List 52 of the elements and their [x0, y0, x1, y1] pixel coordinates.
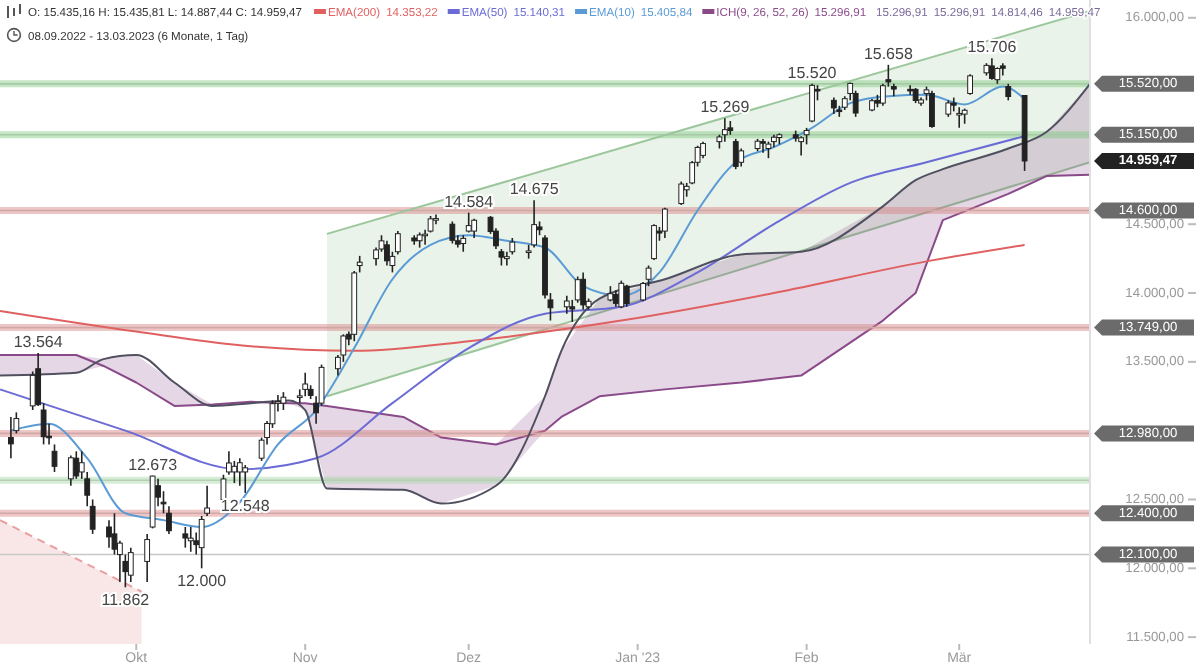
candlestick [356, 255, 363, 274]
candlestick [678, 180, 685, 206]
annotation: 13.564 [13, 333, 64, 352]
candlestick [907, 84, 914, 96]
candlestick [198, 515, 205, 570]
candlestick [384, 239, 390, 267]
candlestick [618, 279, 625, 309]
candlestick [166, 505, 172, 535]
candlestick [989, 57, 995, 81]
candlestick [226, 450, 232, 476]
annotation: 14.584 [444, 192, 495, 211]
candlestick [798, 135, 805, 157]
annotation: 15.706 [967, 38, 1018, 57]
annotation: 15.269 [700, 98, 751, 117]
annotation: 15.520 [787, 63, 838, 82]
candlestick [662, 206, 668, 239]
candlestick [809, 83, 815, 124]
candlestick [394, 230, 401, 256]
annotation: 14.675 [509, 180, 560, 199]
candlestick [231, 460, 238, 484]
candlestick [580, 271, 587, 311]
candlestick [73, 450, 80, 480]
candlestick [471, 217, 478, 239]
candlestick [242, 464, 249, 494]
candlestick [760, 138, 766, 154]
annotation: 15.658 [863, 44, 914, 63]
candlestick [651, 223, 657, 261]
line-series [0, 243, 1026, 352]
candlestick [503, 250, 510, 267]
candlestick [929, 89, 935, 129]
annotation: 11.862 [101, 591, 151, 610]
candlestick [236, 457, 243, 487]
candlestick [302, 372, 309, 398]
candlestick [144, 533, 151, 583]
candlestick [182, 526, 189, 549]
annotation: 12.000 [177, 572, 228, 591]
annotation: 12.673 [128, 455, 179, 474]
candlestick [732, 138, 739, 170]
candlestick [89, 498, 96, 535]
candlestick [956, 106, 963, 129]
candlestick [721, 117, 728, 143]
candlestick [204, 484, 210, 517]
candlestick [852, 89, 859, 118]
candlestick [51, 443, 58, 473]
candlestick [127, 546, 134, 583]
candlestick [967, 73, 973, 96]
candlestick [449, 220, 456, 245]
candlestick [999, 62, 1006, 77]
candlestick [8, 416, 14, 459]
candlestick [106, 519, 112, 549]
line-series [0, 173, 1090, 446]
candlestick [623, 283, 630, 308]
